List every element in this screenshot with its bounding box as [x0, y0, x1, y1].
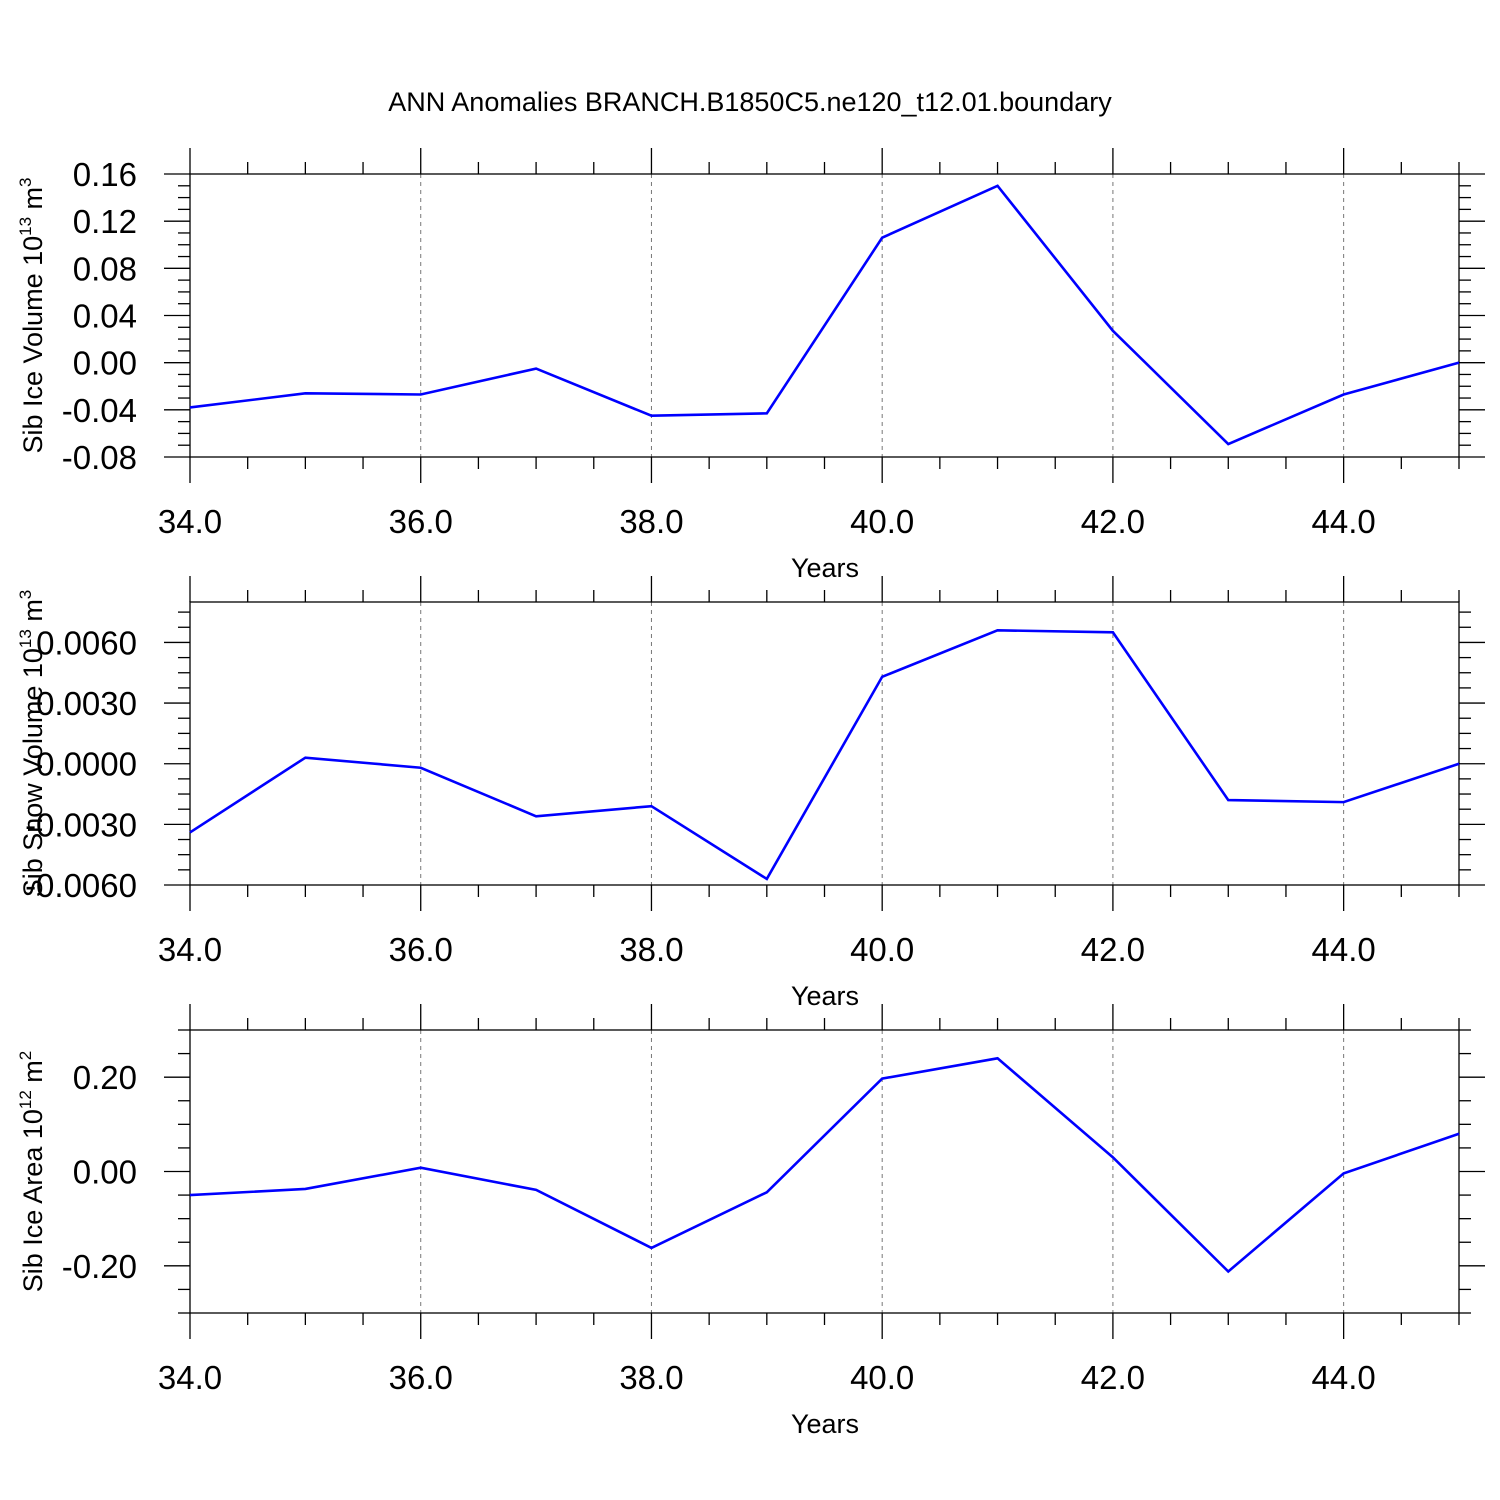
chart-panel-2: 34.0 36.0 38.0 40.0 42.0 44.0 -0.0060 -0.0030 0.…: [16, 576, 1485, 1011]
y-tick-label: 0.0030: [36, 685, 137, 722]
y-tick-label: 0.0060: [36, 624, 137, 661]
x-tick-label: 34.0: [158, 503, 222, 540]
plot-frame: [189, 601, 1460, 886]
y-axis-label: Sib Snow Volume 1013 m3: [16, 590, 48, 898]
y-tick-label: -0.0060: [25, 867, 137, 904]
series-line: [189, 628, 1460, 881]
x-tick-label: 44.0: [1312, 1359, 1376, 1396]
y-tick-label: 0.08: [73, 250, 137, 287]
x-axis-label: Years: [791, 553, 859, 583]
y-axis-label: Sib Ice Area 1012 m2: [16, 1051, 48, 1293]
chart-panels: 34.0 36.0 38.0 40.0 42.0 44.0 -0.08 -0.04 0.00 0.…: [16, 148, 1485, 1439]
y-tick-label: 0.20: [73, 1059, 137, 1096]
x-axis-label: Years: [791, 981, 859, 1011]
plot-frame: [189, 1029, 1460, 1314]
chart-panel-3: 34.0 36.0 38.0 40.0 42.0 44.0 -0.20 0.00 0.20 Yea…: [16, 1004, 1485, 1439]
x-tick-label: 38.0: [619, 1359, 683, 1396]
y-tick-label: 0.12: [73, 203, 137, 240]
x-tick-label: 44.0: [1312, 503, 1376, 540]
y-tick-label: -0.20: [62, 1248, 137, 1285]
y-tick-label: -0.04: [62, 392, 137, 429]
chart-panel-1: 34.0 36.0 38.0 40.0 42.0 44.0 -0.08 -0.04 0.00 0.…: [16, 148, 1485, 583]
series-line: [189, 1056, 1460, 1274]
x-tick-label: 36.0: [389, 503, 453, 540]
x-tick-label: 36.0: [389, 931, 453, 968]
y-tick-label: 0.0000: [36, 746, 137, 783]
x-tick-label: 40.0: [850, 931, 914, 968]
plot-frame: [189, 173, 1460, 458]
x-tick-label: 40.0: [850, 1359, 914, 1396]
x-tick-label: 42.0: [1081, 931, 1145, 968]
x-tick-label: 38.0: [619, 503, 683, 540]
y-axis-label: Sib Ice Volume 1013 m3: [16, 177, 48, 453]
x-axis-label: Years: [791, 1409, 859, 1439]
series-line: [189, 184, 1460, 446]
y-tick-label: -0.0030: [25, 806, 137, 843]
x-tick-label: 42.0: [1081, 1359, 1145, 1396]
y-tick-label: -0.08: [62, 439, 137, 476]
x-tick-label: 38.0: [619, 931, 683, 968]
x-tick-label: 36.0: [389, 1359, 453, 1396]
y-tick-label: 0.16: [73, 156, 137, 193]
x-tick-label: 40.0: [850, 503, 914, 540]
x-tick-label: 42.0: [1081, 503, 1145, 540]
y-tick-label: 0.04: [73, 298, 137, 335]
x-tick-label: 44.0: [1312, 931, 1376, 968]
chart-title: ANN Anomalies BRANCH.B1850C5.ne120_t12.0…: [388, 87, 1112, 117]
x-tick-label: 34.0: [158, 1359, 222, 1396]
y-tick-label: 0.00: [73, 1154, 137, 1191]
y-tick-label: 0.00: [73, 345, 137, 382]
x-tick-label: 34.0: [158, 931, 222, 968]
